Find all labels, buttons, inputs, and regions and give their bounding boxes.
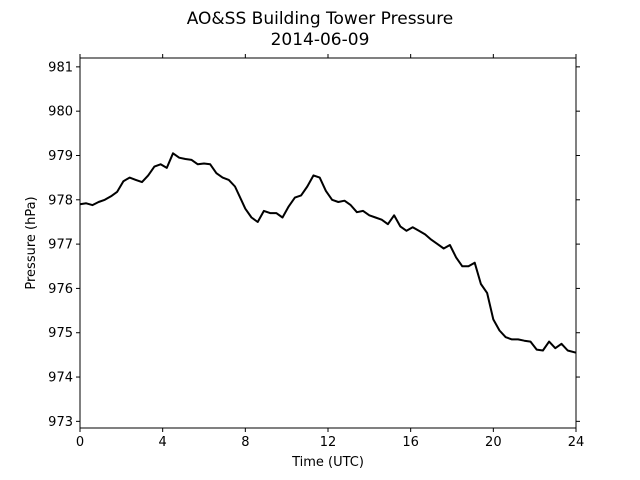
y-tick-label: 976 bbox=[48, 282, 73, 297]
y-tick-label: 977 bbox=[48, 238, 73, 253]
pressure-series-line bbox=[79, 152, 577, 354]
x-tick-label: 20 bbox=[485, 435, 502, 450]
y-tick-label: 974 bbox=[48, 371, 73, 386]
y-tick-label: 973 bbox=[48, 415, 73, 430]
y-axis-label: Pressure (hPa) bbox=[24, 196, 39, 289]
x-axis-label: Time (UTC) bbox=[291, 455, 364, 470]
y-tick-label: 978 bbox=[48, 193, 73, 208]
x-tick-label: 12 bbox=[320, 435, 337, 450]
x-tick-label: 0 bbox=[76, 435, 84, 450]
x-tick-label: 4 bbox=[159, 435, 167, 450]
x-tick-label: 24 bbox=[568, 435, 585, 450]
y-tick-label: 979 bbox=[48, 149, 73, 164]
y-tick-label: 980 bbox=[48, 105, 73, 120]
chart-subtitle: 2014-06-09 bbox=[271, 30, 370, 50]
y-tick-label: 981 bbox=[48, 60, 73, 75]
x-axis-ticks: 0 4 8 12 16 20 24 bbox=[76, 54, 584, 450]
y-axis-ticks: 973 974 975 976 977 978 979 980 981 bbox=[48, 60, 580, 430]
plot-area: 0 4 8 12 16 20 24 973 974 975 976 977 978 979 980 981 bbox=[48, 54, 584, 450]
x-tick-label: 8 bbox=[241, 435, 249, 450]
x-tick-label: 16 bbox=[402, 435, 419, 450]
y-tick-label: 975 bbox=[48, 326, 73, 341]
chart-title: AO&SS Building Tower Pressure bbox=[187, 9, 454, 29]
